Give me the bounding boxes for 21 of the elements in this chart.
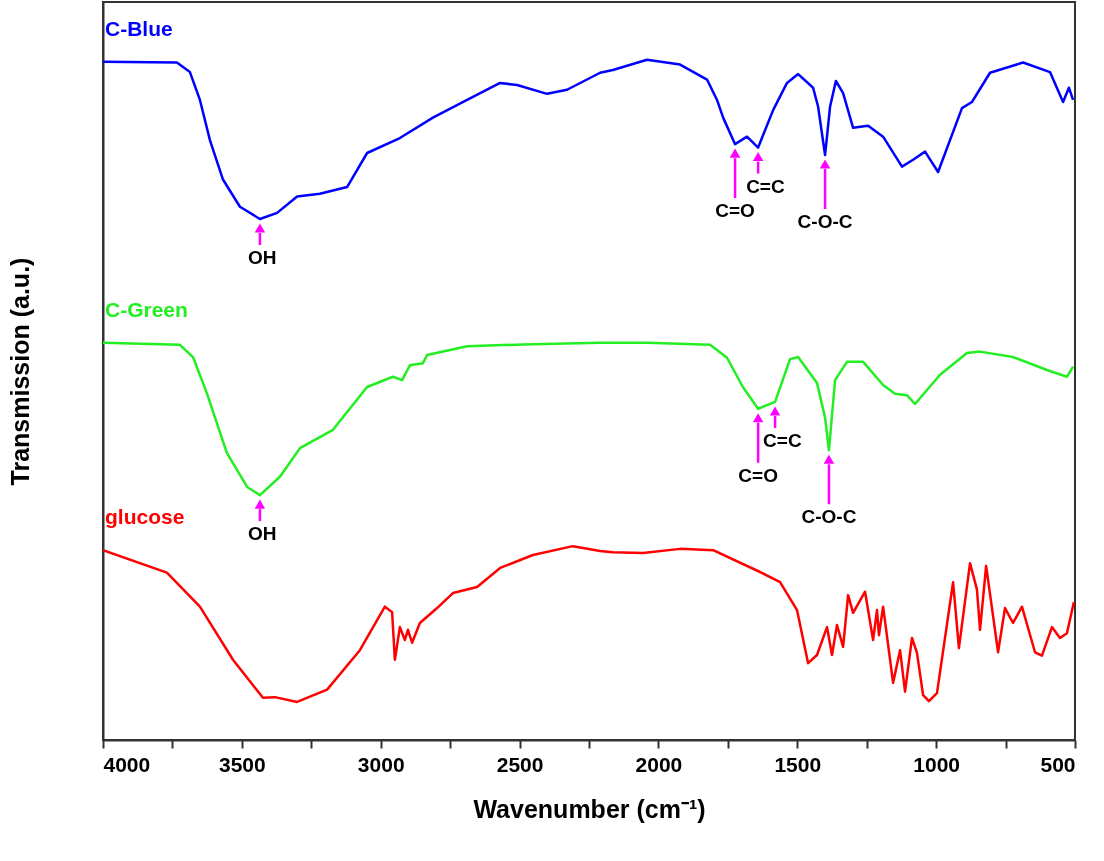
- annotation: OH: [247, 523, 277, 545]
- x-tick-label: 4000: [103, 752, 151, 776]
- x-tick-label: 1500: [774, 752, 822, 776]
- annotation: C=O: [715, 200, 755, 222]
- y-axis-title: Transmission (a.u.): [5, 257, 34, 486]
- annotation: C=C: [763, 429, 802, 451]
- annotation: C=C: [746, 175, 785, 197]
- x-tick-label: 3000: [357, 752, 405, 776]
- series-label: C-Green: [105, 297, 188, 321]
- x-tick-label: 2000: [635, 752, 683, 776]
- series-label: C-Blue: [105, 16, 173, 40]
- series-label: glucose: [105, 505, 185, 529]
- annotation: OH: [247, 246, 277, 268]
- x-tick-label: 1000: [913, 752, 960, 776]
- x-tick-label: 3500: [219, 752, 266, 776]
- x-tick-label: 500: [1040, 752, 1076, 776]
- x-tick-label: 2500: [496, 752, 544, 776]
- x-axis-title: Wavenumber (cm⁻¹): [473, 794, 706, 823]
- annotation: C-O-C: [801, 506, 857, 528]
- annotation: C-O-C: [797, 211, 853, 233]
- annotation: C=O: [738, 464, 778, 486]
